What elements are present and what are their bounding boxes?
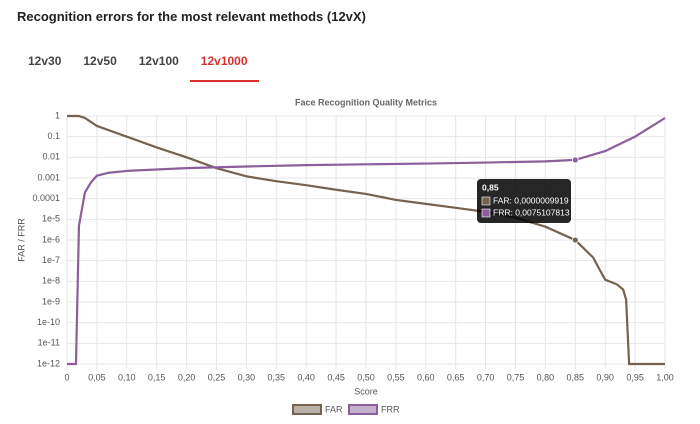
tab[interactable]: 12v100 xyxy=(138,54,179,68)
y-tick-label: 0.1 xyxy=(47,131,60,141)
tab[interactable]: 12v1000 xyxy=(189,50,259,82)
legend-swatch xyxy=(348,404,378,415)
legend-label: FRR xyxy=(381,404,400,414)
x-tick-label: 0,10 xyxy=(118,372,136,382)
y-tick-label: 0.01 xyxy=(42,152,60,162)
x-tick-label: 0 xyxy=(64,372,69,382)
tooltip-box xyxy=(477,179,571,223)
y-tick-label: 1e-7 xyxy=(42,255,60,265)
x-tick-label: 0,15 xyxy=(148,372,166,382)
x-tick-label: 0,35 xyxy=(268,372,286,382)
legend-swatch xyxy=(292,404,322,415)
x-tick-label: 0,45 xyxy=(327,372,345,382)
x-tick-label: 0,90 xyxy=(596,372,614,382)
page-title: Recognition errors for the most relevant… xyxy=(17,9,366,24)
y-tick-label: 1e-12 xyxy=(37,358,60,368)
series-line xyxy=(67,114,665,366)
tooltip-title: 0,85 xyxy=(482,182,499,192)
y-tick-label: 1e-9 xyxy=(42,296,60,306)
x-tick-label: 0,60 xyxy=(417,372,435,382)
highlight-point xyxy=(571,156,579,164)
tooltip-swatch xyxy=(481,196,491,206)
x-tick-label: 0,55 xyxy=(387,372,405,382)
y-tick-label: 0.001 xyxy=(37,172,60,182)
x-tick-label: 0,95 xyxy=(626,372,644,382)
y-tick-label: 1 xyxy=(55,110,60,120)
x-tick-label: 0,50 xyxy=(357,372,375,382)
legend-label: FAR xyxy=(325,404,343,414)
x-tick-label: 0,85 xyxy=(567,372,585,382)
x-tick-label: 0,75 xyxy=(507,372,525,382)
x-tick-label: 0,80 xyxy=(537,372,555,382)
y-tick-label: 1e-6 xyxy=(42,234,60,244)
y-tick-label: 1e-8 xyxy=(42,276,60,286)
x-tick-label: 0,25 xyxy=(208,372,226,382)
y-tick-label: 1e-10 xyxy=(37,317,60,327)
y-tick-label: 1e-11 xyxy=(38,338,60,348)
x-tick-label: 0,20 xyxy=(178,372,196,382)
y-tick-label: 0.0001 xyxy=(32,193,60,203)
tooltip-swatch xyxy=(481,208,491,218)
x-tick-label: 0,40 xyxy=(297,372,315,382)
x-tick-label: 1,00 xyxy=(656,372,674,382)
x-tick-label: 0,05 xyxy=(88,372,106,382)
tooltip: 0,85 FAR: 0,0000009919 FRR: 0,0075107813 xyxy=(477,179,571,223)
tab[interactable]: 12v30 xyxy=(28,54,62,68)
y-axis-label: FAR / FRR xyxy=(16,218,26,262)
chart-title: Face Recognition Quality Metrics xyxy=(295,97,437,107)
x-tick-label: 0,70 xyxy=(477,372,495,382)
y-tick-label: 1e-5 xyxy=(42,214,60,224)
tab-bar: 12v30 12v50 12v100 12v1000 xyxy=(17,50,259,82)
x-tick-label: 0,65 xyxy=(447,372,465,382)
tooltip-line: FRR: 0,0075107813 xyxy=(493,207,570,217)
tooltip-line: FAR: 0,0000009919 xyxy=(493,195,569,205)
tab[interactable]: 12v50 xyxy=(83,54,117,68)
x-axis-label: Score xyxy=(354,386,378,396)
highlight-point xyxy=(571,236,579,244)
x-tick-label: 0,30 xyxy=(238,372,256,382)
